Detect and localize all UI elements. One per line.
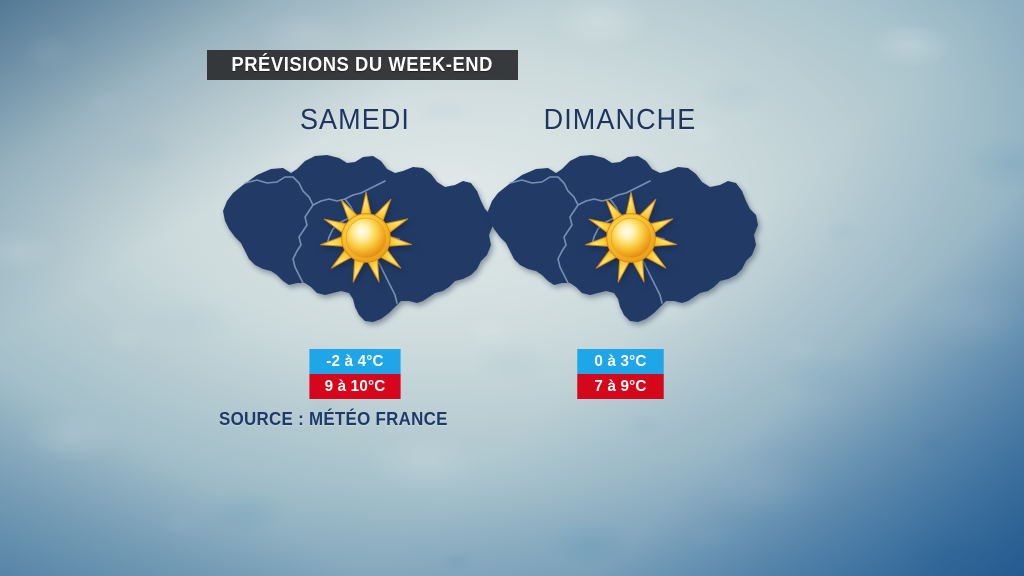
sun-icon — [313, 185, 419, 291]
day-label-samedi: SAMEDI — [299, 104, 411, 136]
day-label-dimanche: DIMANCHE — [543, 104, 697, 136]
temp-max-badge-samedi: 9 à 10°C — [309, 374, 401, 399]
day-column-dimanche: DIMANCHE — [470, 104, 770, 399]
day-column-samedi: SAMEDI — [205, 104, 505, 399]
map-dimanche — [470, 149, 770, 327]
temp-min-badge-samedi: -2 à 4°C — [309, 349, 401, 374]
temp-max-badge-dimanche: 7 à 9°C — [576, 374, 664, 399]
title-banner: PRÉVISIONS DU WEEK-END — [207, 50, 518, 80]
source-attribution: SOURCE : MÉTÉO FRANCE — [219, 409, 448, 429]
sun-icon — [578, 185, 684, 291]
temp-min-badge-dimanche: 0 à 3°C — [576, 349, 664, 374]
temperature-badges-samedi: -2 à 4°C 9 à 10°C — [307, 349, 403, 399]
map-samedi — [205, 149, 505, 327]
page-title: PRÉVISIONS DU WEEK-END — [231, 53, 494, 76]
temperature-badges-dimanche: 0 à 3°C 7 à 9°C — [575, 349, 666, 399]
